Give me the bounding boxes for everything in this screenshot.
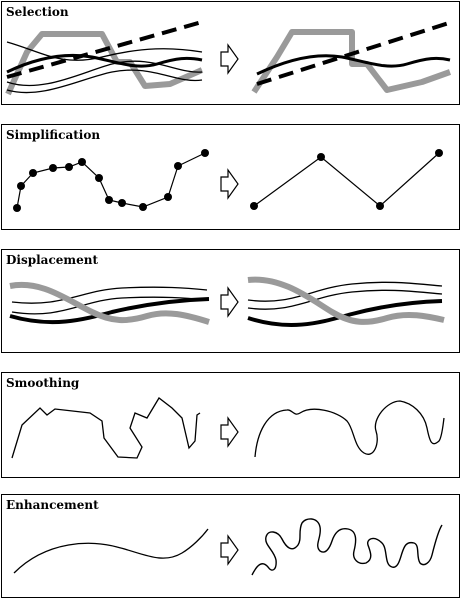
enhanced-wavy-line [251, 518, 443, 576]
vertex-dot-icon [435, 149, 443, 157]
vertex-dot-icon [65, 163, 73, 171]
thin-line-before-2 [11, 296, 208, 315]
vertex-dot-icon [376, 202, 384, 210]
simple-curve [13, 528, 209, 574]
thick-line-after [256, 54, 451, 76]
selection-illustration [5, 20, 453, 96]
after-lines [247, 276, 445, 328]
transition-arrow-icon [220, 286, 239, 318]
simplified-polyline [250, 149, 443, 210]
vertex-dots [13, 149, 209, 212]
smoothing-illustration [11, 397, 445, 459]
panel-title-displacement: Displacement [6, 253, 98, 267]
transition-arrow-icon [220, 168, 239, 200]
thick-line-before [6, 53, 203, 74]
thin-line-before-1 [11, 286, 208, 304]
transition-arrow-icon [220, 43, 239, 75]
thick-line-before [9, 297, 210, 325]
panel-selection: Selection [1, 1, 460, 105]
vertex-dot-icon [13, 204, 21, 212]
vertex-dot-icon [95, 174, 103, 182]
gray-line-after [247, 276, 445, 325]
thick-line-after [247, 299, 443, 328]
before-lines [5, 20, 204, 96]
vertex-dot-icon [164, 193, 172, 201]
vertex-dot-icon [250, 202, 258, 210]
panel-title-simplification: Simplification [6, 128, 101, 142]
panel-smoothing: Smoothing [1, 372, 460, 478]
gray-road-after [251, 29, 452, 94]
panel-simplification: Simplification [1, 124, 460, 230]
panel-title-smoothing: Smoothing [6, 376, 80, 390]
vertex-dot-icon [201, 149, 209, 157]
vertex-dot-icon [49, 164, 57, 172]
vertex-dot-icon [118, 199, 126, 207]
enhancement-illustration [13, 518, 443, 576]
dashed-road-after [256, 20, 453, 86]
smooth-line [254, 400, 445, 458]
before-lines [9, 281, 210, 325]
gray-line-before [9, 281, 210, 325]
panel-enhancement: Enhancement [1, 494, 460, 598]
simplification-illustration [13, 149, 443, 212]
thin-line-before-3 [6, 69, 203, 94]
transition-arrow-icon [220, 534, 239, 566]
thin-line-after-1 [247, 281, 443, 302]
detailed-polyline [13, 149, 209, 212]
jagged-line [11, 397, 201, 459]
vertex-dot-icon [78, 158, 86, 166]
vertex-dot-icon [317, 153, 325, 161]
panel-title-selection: Selection [6, 5, 69, 19]
thin-line-before-1 [6, 41, 203, 61]
panel-title-enhancement: Enhancement [6, 498, 99, 512]
transition-arrow-icon [220, 416, 239, 448]
thin-line-after-2 [247, 289, 443, 310]
vertex-dot-icon [17, 182, 25, 190]
vertex-dot-icon [29, 169, 37, 177]
vertex-dot-icon [105, 196, 113, 204]
panel-displacement: Displacement [1, 249, 460, 353]
displacement-illustration [9, 276, 445, 328]
vertex-dot-icon [139, 203, 147, 211]
dashed-road-before [6, 20, 203, 79]
thin-line-before-2 [6, 60, 203, 87]
after-lines [251, 20, 453, 94]
vertex-dot-icon [174, 162, 182, 170]
